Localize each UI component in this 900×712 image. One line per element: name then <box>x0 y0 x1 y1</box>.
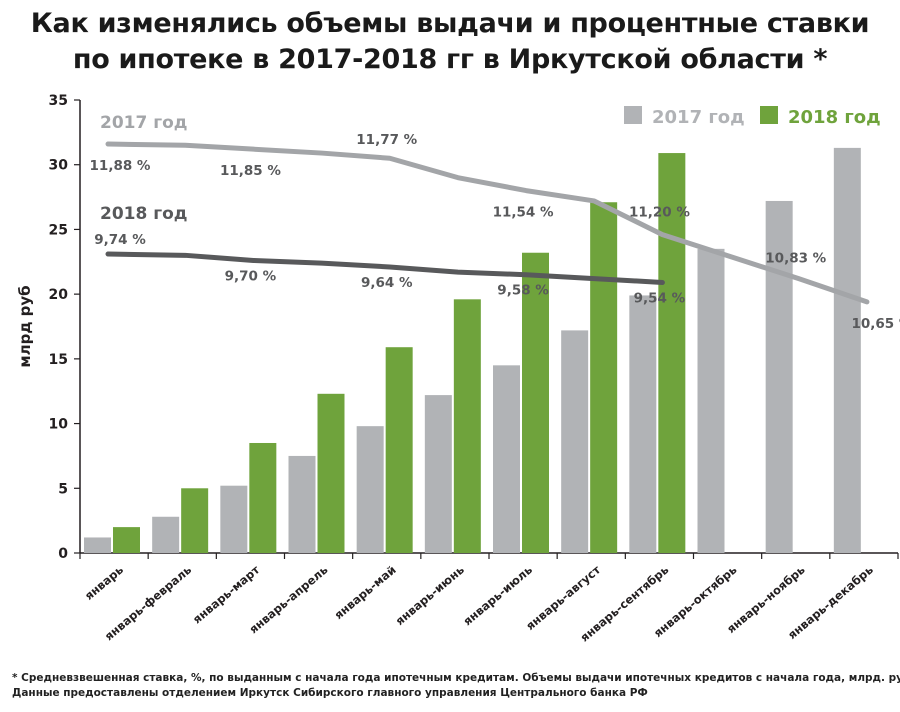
bar-2018 <box>113 527 140 553</box>
bar-2018 <box>658 153 686 553</box>
bar-2017 <box>424 395 452 553</box>
chart-title-line-2: по ипотеке в 2017-2018 гг в Иркутской об… <box>72 44 828 75</box>
rate-label: 9,64 % <box>361 275 413 291</box>
rate-label: 11,88 % <box>90 158 151 174</box>
rate-label: 10,65 % <box>851 316 900 332</box>
bar-2017 <box>561 330 589 553</box>
bar-2018 <box>522 252 549 553</box>
rate-label: 9,70 % <box>225 268 277 284</box>
y-tick-label: 35 <box>49 93 68 109</box>
y-axis-label: млрд руб <box>16 285 34 367</box>
rate-label: 9,58 % <box>497 283 549 299</box>
bar-2018 <box>590 202 618 553</box>
bar-2017 <box>629 295 657 553</box>
chart-title: Как изменялись объемы выдачи и процентны… <box>0 6 900 78</box>
x-tick-label: январь-июнь <box>393 563 467 628</box>
footnote: * Средневзвешенная ставка, %, по выданны… <box>12 671 900 701</box>
x-tick-label: январь-июль <box>460 563 535 629</box>
chart-title-line-1: Как изменялись объемы выдачи и процентны… <box>30 8 870 39</box>
bar-2017 <box>152 516 180 553</box>
bar-2017 <box>697 248 725 554</box>
legend-swatch-2017 <box>624 106 642 124</box>
rate-line-name: 2018 год <box>100 204 188 224</box>
bar-2018 <box>181 488 209 553</box>
legend-swatch-2018 <box>760 106 778 124</box>
rate-label: 9,74 % <box>94 232 146 248</box>
bar-2017 <box>356 426 384 553</box>
rate-label: 11,20 % <box>629 205 690 221</box>
legend-label-2017: 2017 год <box>652 107 745 128</box>
bar-2018 <box>453 299 481 553</box>
bar-2017 <box>84 537 111 553</box>
x-tick-label: январь <box>82 563 126 603</box>
footnote-line-1: * Средневзвешенная ставка, %, по выданны… <box>12 672 900 684</box>
rate-label: 11,77 % <box>356 132 417 148</box>
y-tick-label: 30 <box>49 158 69 174</box>
bar-2017 <box>220 485 248 553</box>
y-tick-label: 15 <box>49 352 68 368</box>
rate-label: 10,83 % <box>765 251 826 267</box>
bar-2018 <box>317 393 345 553</box>
x-tick-label: январь-май <box>332 563 399 622</box>
footnote-line-2: Данные предоставлены отделением Иркутск … <box>12 687 648 699</box>
rate-label: 9,54 % <box>634 290 686 306</box>
y-tick-label: 25 <box>49 222 68 238</box>
rate-label: 11,54 % <box>493 205 554 221</box>
bar-2017 <box>493 365 520 553</box>
bar-2017 <box>833 147 861 554</box>
bar-2018 <box>385 347 413 553</box>
y-tick-label: 5 <box>58 481 68 497</box>
rate-line-name: 2017 год <box>100 113 188 133</box>
bar-2017 <box>288 455 316 553</box>
legend-label-2018: 2018 год <box>788 107 881 128</box>
bar-2017 <box>765 200 793 553</box>
y-tick-label: 0 <box>58 546 68 562</box>
rate-line-2018 <box>105 251 665 285</box>
y-tick-label: 20 <box>49 287 69 303</box>
bar-2018 <box>249 442 277 553</box>
x-tick-label: январь-март <box>190 562 263 626</box>
y-tick-label: 10 <box>49 417 69 433</box>
rate-line-2017 <box>105 141 870 305</box>
rate-label: 11,85 % <box>220 163 281 179</box>
